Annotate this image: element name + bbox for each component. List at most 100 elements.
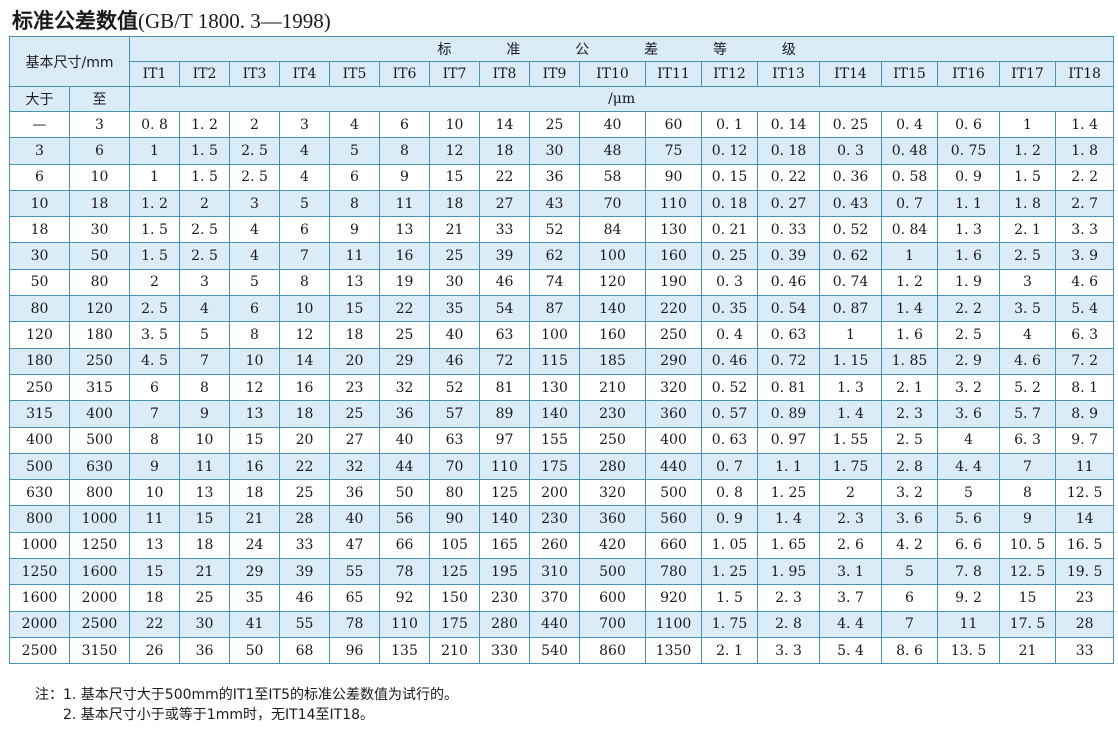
cell-value: 3 <box>279 110 330 139</box>
cell-value: 3. 7 <box>819 584 882 612</box>
cell-value: 0. 8 <box>129 110 180 139</box>
cell-value: 1. 4 <box>881 295 938 323</box>
cell-value: 1. 2 <box>179 110 230 139</box>
cell-value: 0. 15 <box>701 163 758 191</box>
cell-value: 25 <box>379 321 430 349</box>
cell-value: 5. 4 <box>1054 295 1115 323</box>
cell-value: 36 <box>329 479 380 507</box>
header-grade-it10: IT10 <box>579 61 646 87</box>
cell-value: 63 <box>429 426 480 454</box>
cell-value: 0. 9 <box>701 505 758 533</box>
cell-value: 1. 95 <box>757 558 820 586</box>
cell-value: 90 <box>645 163 702 191</box>
cell-value: 40 <box>379 426 430 454</box>
cell-to: 1250 <box>69 531 130 560</box>
cell-value: 4. 4 <box>937 452 1000 481</box>
cell-value: 0. 89 <box>757 400 820 428</box>
cell-value: 210 <box>429 636 480 665</box>
cell-over: 6 <box>9 163 70 191</box>
cell-value: 1. 25 <box>757 479 820 507</box>
cell-value: 360 <box>645 400 702 428</box>
cell-value: 0. 62 <box>819 242 882 270</box>
cell-value: 11 <box>937 610 1000 638</box>
cell-value: 440 <box>645 452 702 481</box>
cell-value: 6 <box>881 584 938 612</box>
cell-value: 22 <box>379 295 430 323</box>
cell-value: 11 <box>179 452 230 481</box>
cell-value: 52 <box>529 216 580 244</box>
cell-value: 1. 1 <box>757 452 820 481</box>
cell-value: 18 <box>429 189 480 218</box>
cell-value: 0. 3 <box>819 137 882 165</box>
cell-value: 1. 5 <box>701 584 758 612</box>
cell-value: 0. 4 <box>701 321 758 349</box>
cell-value: 2. 5 <box>129 295 180 323</box>
cell-over: 80 <box>9 295 70 323</box>
header-grade-it1: IT1 <box>129 61 180 87</box>
cell-value: 13 <box>129 531 180 560</box>
cell-value: 2. 5 <box>179 242 230 270</box>
cell-value: 84 <box>579 216 646 244</box>
cell-value: 10 <box>429 110 480 139</box>
cell-value: 6. 3 <box>999 426 1056 454</box>
cell-value: 1 <box>129 137 180 165</box>
cell-value: 5. 7 <box>999 400 1056 428</box>
header-grade-it7: IT7 <box>429 61 480 87</box>
cell-value: 21 <box>429 216 480 244</box>
cell-value: 120 <box>579 268 646 297</box>
cell-value: 1350 <box>645 636 702 665</box>
cell-value: 16 <box>279 373 330 402</box>
cell-over: 500 <box>9 452 70 481</box>
cell-value: 230 <box>579 400 646 428</box>
note-2: 2. 基本尺寸小于或等于1mm时，无IT14至IT18。 <box>63 707 374 723</box>
cell-value: 4 <box>937 426 1000 454</box>
cell-value: 310 <box>529 558 580 586</box>
cell-value: 28 <box>1054 610 1115 638</box>
cell-value: 39 <box>279 558 330 586</box>
cell-value: 175 <box>529 452 580 481</box>
cell-value: 1 <box>819 321 882 349</box>
cell-value: 33 <box>479 216 530 244</box>
cell-value: 165 <box>479 531 530 560</box>
cell-to: 6 <box>69 137 130 165</box>
cell-over: 1250 <box>9 558 70 586</box>
table-row: 10 18 1. 2 2 3 5 8 11 18 27 43 70 110 0. 18 0. 27 0. 43… <box>9 189 1115 218</box>
table-row: —3 0. 8 1. 2 2 3 4 6 10 14 25 40 60 0. 1 0. 14 0. 25 0.… <box>9 110 1115 139</box>
cell-value: 2. 3 <box>757 584 820 612</box>
cell-value: 2. 9 <box>937 347 1000 375</box>
header-grade-it5: IT5 <box>329 61 380 87</box>
cell-value: 0. 39 <box>757 242 820 270</box>
cell-value: 0. 25 <box>701 242 758 270</box>
cell-value: 6 <box>379 110 430 139</box>
cell-value: 46 <box>429 347 480 375</box>
cell-to: 315 <box>69 373 130 402</box>
cell-value: 5 <box>881 558 938 586</box>
cell-value: 7. 8 <box>937 558 1000 586</box>
cell-value: 1. 1 <box>937 189 1000 218</box>
cell-value: 6. 6 <box>937 531 1000 560</box>
cell-value: 1. 55 <box>819 426 882 454</box>
cell-value: 3. 1 <box>819 558 882 586</box>
cell-value: 1. 6 <box>881 321 938 349</box>
cell-value: 155 <box>529 426 580 454</box>
cell-over: 1000 <box>9 531 70 560</box>
cell-value: 3. 9 <box>1054 242 1115 270</box>
cell-value: 1. 15 <box>819 347 882 375</box>
cell-value: 2. 5 <box>229 163 280 191</box>
cell-value: 75 <box>645 137 702 165</box>
cell-value: 72 <box>479 347 530 375</box>
cell-value: 920 <box>645 584 702 612</box>
cell-value: 1. 5 <box>129 216 180 244</box>
header-grade-it4: IT4 <box>279 61 330 87</box>
cell-over: 630 <box>9 479 70 507</box>
cell-value: 56 <box>379 505 430 533</box>
table-row: 400 500 8 10 15 20 27 40 63 97 155 250 400 0. 63 0. 97… <box>9 426 1115 454</box>
cell-value: 58 <box>579 163 646 191</box>
cell-value: 11 <box>1054 452 1115 481</box>
cell-value: 26 <box>129 636 180 665</box>
cell-value: 8 <box>279 268 330 297</box>
cell-value: 22 <box>479 163 530 191</box>
cell-value: 78 <box>379 558 430 586</box>
cell-value: 0. 46 <box>757 268 820 297</box>
